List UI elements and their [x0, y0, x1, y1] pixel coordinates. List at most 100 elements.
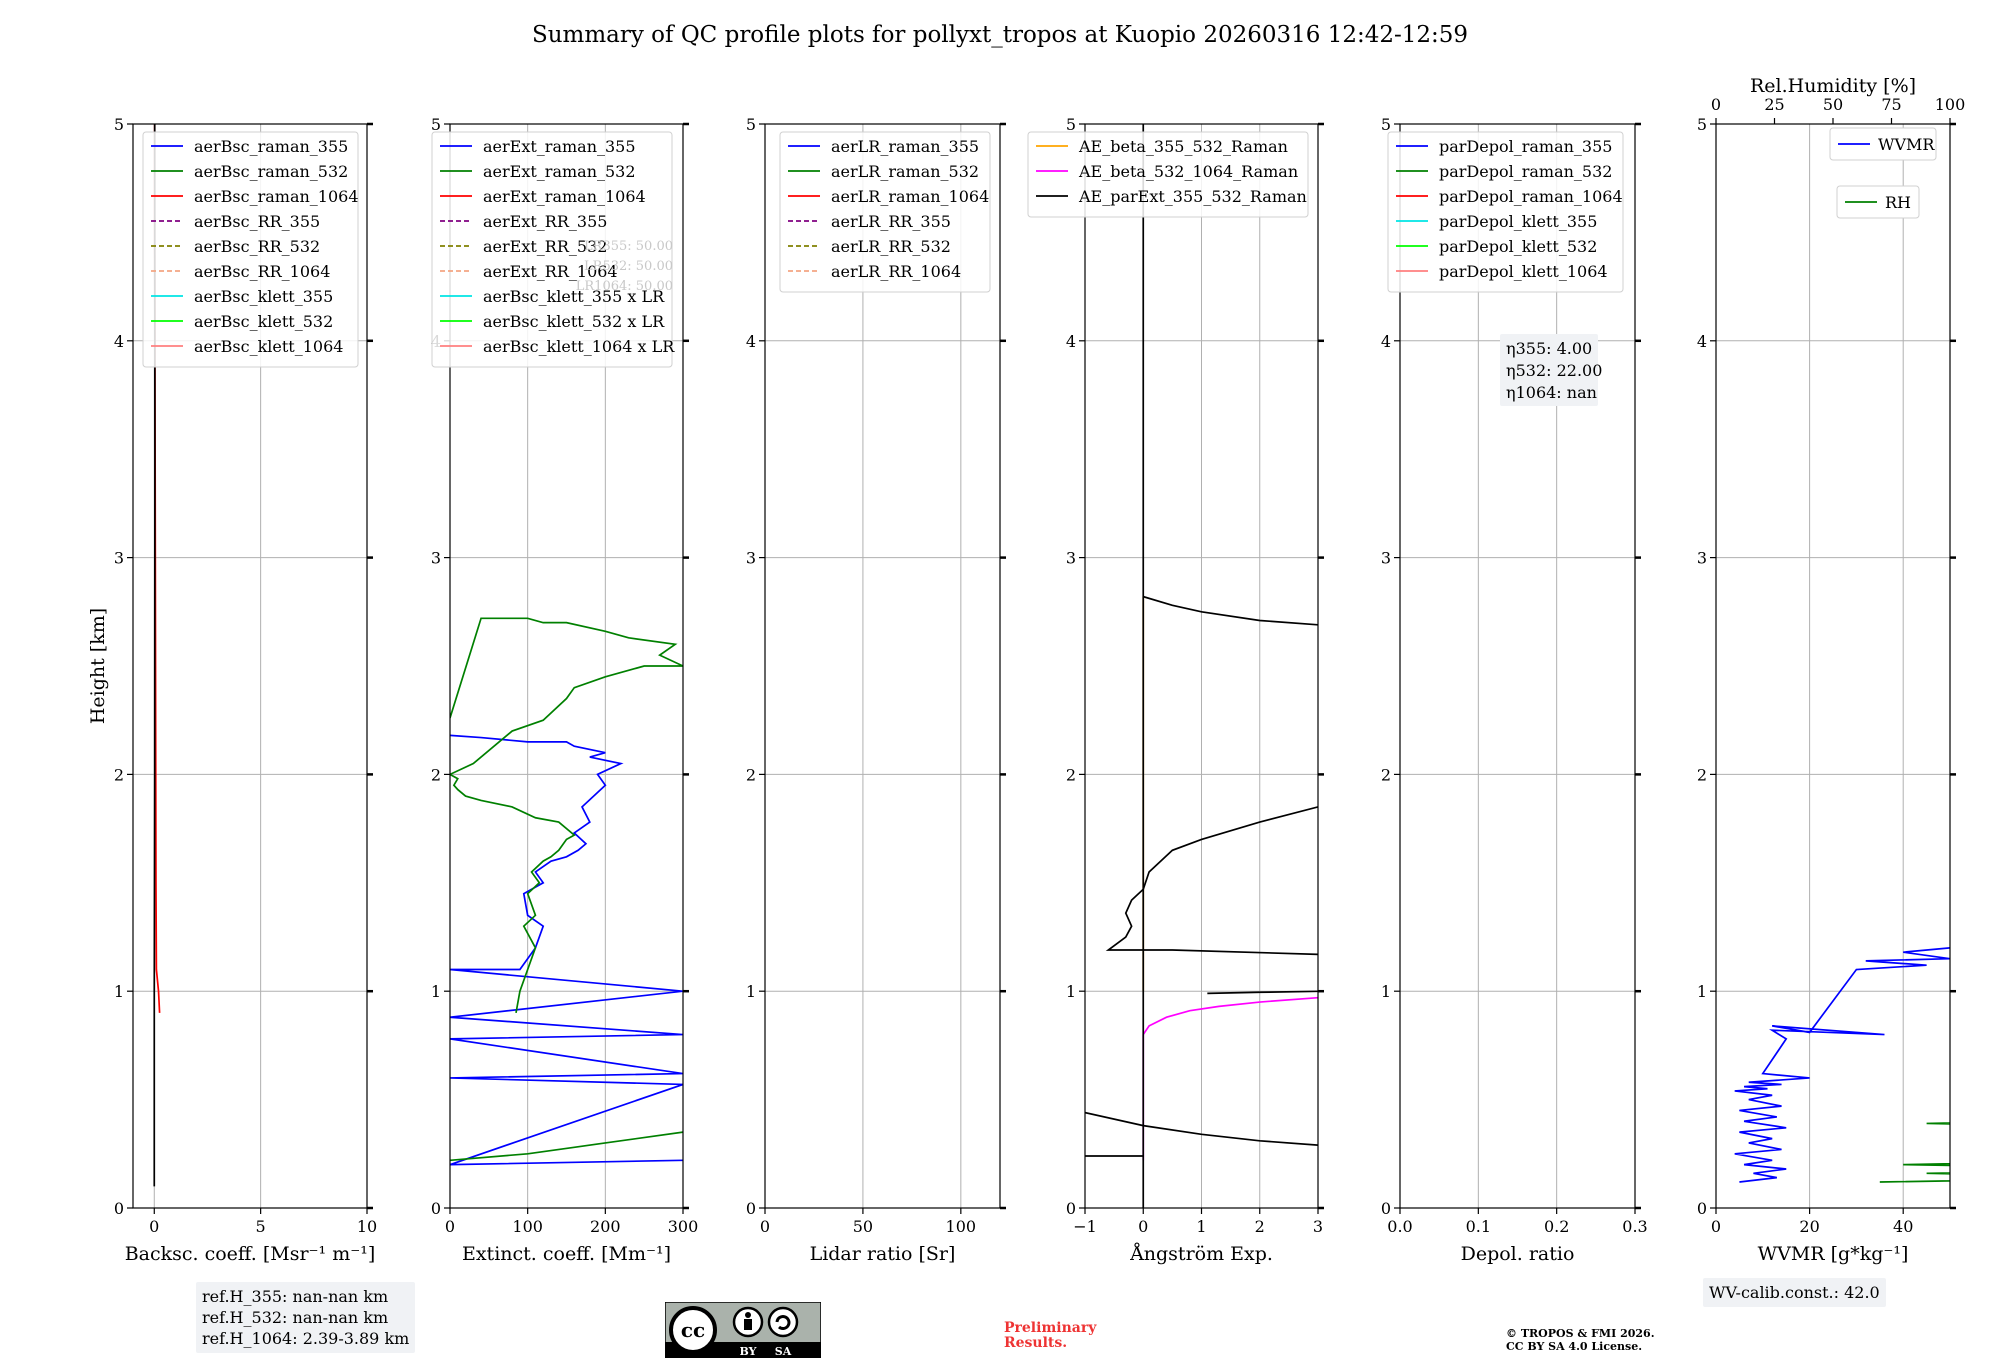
by-label: BY	[740, 1345, 757, 1358]
eta-box: η355: 4.00 η532: 22.00 η1064: nan	[1500, 334, 1602, 406]
legend-item: aerLR_RR_532	[831, 237, 951, 256]
eta-box-bg	[1500, 334, 1598, 406]
preliminary-line-1: Preliminary	[1004, 1320, 1097, 1336]
y-tick-label: 4	[114, 332, 124, 351]
x2-tick-label: 0	[1711, 95, 1721, 114]
y-tick-label: 2	[746, 765, 756, 784]
x-axis-label: Extinct. coeff. [Mm⁻¹]	[462, 1243, 671, 1265]
x-tick-label: −1	[1073, 1217, 1097, 1236]
y-tick-label: 5	[1697, 115, 1707, 134]
x-axis-label: Ångström Exp.	[1129, 1243, 1273, 1265]
legend-box	[1829, 127, 1937, 161]
y-tick-label: 3	[431, 549, 441, 568]
legend: AE_beta_355_532_Raman AE_beta_532_1064_Ra…	[1027, 131, 1309, 218]
legend-item: aerBsc_RR_1064	[194, 262, 330, 281]
x2-tick-label: 75	[1881, 95, 1901, 114]
legend-item: aerBsc_klett_532 x LR	[483, 312, 665, 331]
legend: WVMR RH	[1829, 127, 1937, 219]
legend-item: aerBsc_klett_532	[194, 312, 333, 331]
legend-item: aerBsc_klett_1064	[194, 337, 343, 356]
lidar-ratio-label: LR532: 50.00	[584, 259, 673, 274]
series-group	[1085, 124, 1318, 1208]
ref-height-355: ref.H_355: nan-nan km	[202, 1287, 389, 1306]
y-tick-label: 5	[114, 115, 124, 134]
cc-license-badge: cc BY SA	[665, 1302, 821, 1358]
x-tick-label: 0.0	[1387, 1217, 1412, 1236]
x-tick-label: 40	[1893, 1217, 1913, 1236]
x-axis-label: WVMR [g*kg⁻¹]	[1758, 1243, 1909, 1265]
wv-calibration-box: WV-calib.const.: 42.0	[1703, 1278, 1886, 1307]
reference-height-box: ref.H_355: nan-nan km ref.H_532: nan-nan…	[196, 1282, 416, 1353]
sa-share-icon	[767, 1306, 799, 1338]
y-axis-label: Height [km]	[87, 608, 109, 724]
legend-item: parDepol_raman_1064	[1439, 187, 1623, 206]
x2-axis-label: Rel.Humidity [%]	[1750, 75, 1916, 97]
y-tick-label: 3	[114, 549, 124, 568]
legend-item: aerLR_RR_355	[831, 212, 951, 231]
ref-height-1064: ref.H_1064: 2.39-3.89 km	[202, 1329, 410, 1348]
legend-item: aerLR_raman_532	[831, 162, 979, 181]
legend-box	[1387, 131, 1624, 293]
x2-tick-label: 100	[1935, 95, 1966, 114]
y-tick-label: 1	[746, 982, 756, 1001]
wv-calib-const: WV-calib.const.: 42.0	[1709, 1283, 1880, 1302]
legend-item: aerBsc_klett_355 x LR	[483, 287, 665, 306]
y-tick-label: 2	[114, 765, 124, 784]
legend-box	[1027, 131, 1309, 218]
series-aerExt-raman-355	[450, 734, 683, 1166]
axes-frame	[1715, 123, 1951, 1209]
legend-item: parDepol_klett_355	[1439, 212, 1597, 231]
y-tick-label: 3	[1697, 549, 1707, 568]
x-tick-label: 3	[1313, 1217, 1323, 1236]
legend-box	[431, 131, 673, 368]
figure-title: Summary of QC profile plots for pollyxt_…	[532, 22, 1468, 48]
y-tick-label: 0	[431, 1199, 441, 1218]
legend-item: parDepol_klett_532	[1439, 237, 1597, 256]
legend-item: aerBsc_klett_1064 x LR	[483, 337, 675, 356]
eta-value: η532: 22.00	[1506, 361, 1602, 380]
legend-item: parDepol_klett_1064	[1439, 262, 1608, 281]
y-tick-label: 4	[746, 332, 756, 351]
legend-box	[1836, 185, 1920, 219]
x-tick-label: 0.2	[1544, 1217, 1569, 1236]
y-tick-label: 1	[1381, 982, 1391, 1001]
x-tick-label: 10	[357, 1217, 377, 1236]
legend-item: aerBsc_klett_355	[194, 287, 333, 306]
y-tick-label: 0	[1697, 1199, 1707, 1218]
series-AE-parExt-mid	[1207, 990, 1318, 995]
series-aerExt-raman-532	[450, 617, 683, 1014]
x-tick-label: 100	[512, 1217, 543, 1236]
panel-backscatter: 0 1 2 3 4 5 0 5 10 Backsc. coeff. [Msr⁻¹ m⁻¹] Heig…	[87, 115, 377, 1265]
x-tick-label: 5	[256, 1217, 266, 1236]
axes-frame	[132, 123, 368, 1209]
y-tick-label: 4	[1697, 332, 1707, 351]
y-tick-label: 5	[431, 115, 441, 134]
axes-frame	[449, 123, 684, 1209]
y-tick-label: 5	[746, 115, 756, 134]
ref-height-532: ref.H_532: nan-nan km	[202, 1308, 389, 1327]
legend-item: AE_parExt_355_532_Raman	[1078, 187, 1307, 206]
y-tick-label: 2	[1697, 765, 1707, 784]
x-tick-label: 1	[1196, 1217, 1206, 1236]
legend-box	[779, 131, 991, 293]
x-tick-label: 0.1	[1466, 1217, 1491, 1236]
y-tick-label: 3	[746, 549, 756, 568]
y-tick-label: 4	[1381, 332, 1391, 351]
series-WVMR	[1734, 946, 1950, 1183]
x-tick-label: 200	[590, 1217, 621, 1236]
series-RH	[1879, 1122, 1950, 1183]
lidar-ratio-label: LR355: 50.00	[584, 239, 673, 254]
preliminary-results-note: Preliminary Results.	[1004, 1321, 1096, 1351]
x2-tick-label: 25	[1764, 95, 1784, 114]
x-tick-label: 20	[1799, 1217, 1819, 1236]
series-AE-parExt-upper	[1105, 806, 1318, 956]
copyright-line-1: © TROPOS & FMI 2026.	[1506, 1327, 1655, 1340]
legend-item: aerBsc_raman_355	[194, 137, 348, 156]
y-tick-label: 3	[1066, 549, 1076, 568]
legend-item: aerExt_raman_355	[483, 137, 636, 156]
y-tick-label: 0	[1066, 1199, 1076, 1218]
legend-item: aerExt_RR_532	[483, 237, 607, 256]
